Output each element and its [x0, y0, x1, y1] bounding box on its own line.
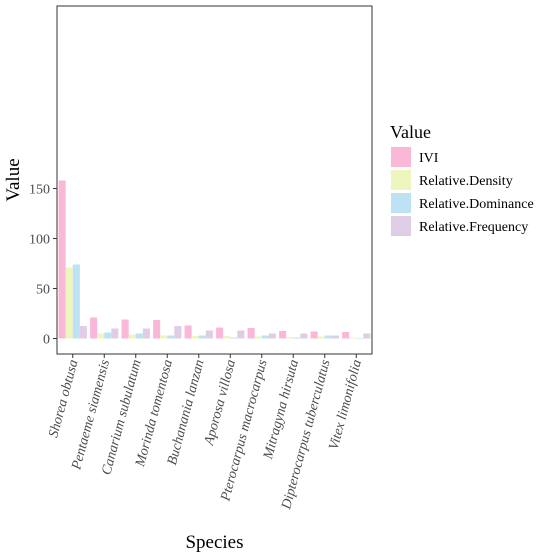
legend-title: Value [390, 122, 431, 142]
y-tick-label: 0 [43, 333, 50, 348]
bar-ivi-4 [184, 325, 192, 339]
bar-ivi-5 [216, 327, 224, 339]
bar-ivi-3 [153, 320, 161, 339]
legend-key-relative-frequency [391, 216, 411, 236]
bar-relative-density-2 [128, 334, 136, 339]
legend: Value IVI Relative.Density Relative.Domina… [390, 122, 534, 236]
bar-ivi-2 [121, 319, 129, 339]
bar-relative-dominance-0 [72, 264, 80, 339]
bar-relative-frequency-8 [331, 335, 339, 339]
plot-panel-border [56, 5, 373, 355]
bars-layer [58, 180, 371, 339]
legend-label: IVI [419, 151, 439, 166]
x-tick-label: Vitex limonifolia [327, 358, 365, 451]
bar-relative-density-7 [286, 337, 294, 339]
bar-ivi-1 [90, 317, 98, 339]
y-tick-label: 50 [36, 283, 50, 298]
bar-relative-density-8 [317, 336, 325, 339]
bar-relative-density-3 [160, 335, 168, 339]
bar-relative-frequency-2 [142, 328, 150, 339]
y-axis-title: Value [3, 158, 24, 201]
bar-relative-dominance-5 [230, 337, 238, 339]
bar-relative-frequency-1 [111, 328, 119, 339]
bar-relative-dominance-7 [293, 337, 301, 339]
bar-relative-dominance-6 [261, 335, 269, 339]
bar-relative-frequency-9 [363, 333, 371, 339]
bar-relative-frequency-5 [237, 330, 245, 339]
bar-relative-density-6 [254, 336, 262, 339]
bar-relative-dominance-2 [135, 333, 143, 339]
bar-relative-dominance-4 [198, 335, 206, 339]
y-axis: 0 50 100 150 [29, 183, 57, 348]
legend-key-relative-density [391, 170, 411, 190]
bar-ivi-9 [342, 332, 350, 339]
bar-relative-frequency-7 [300, 333, 308, 339]
bar-relative-density-0 [65, 267, 73, 339]
bar-relative-dominance-1 [104, 332, 112, 339]
x-tick-label: Aporosa villosa [202, 358, 239, 448]
legend-label: Relative.Dominance [419, 197, 534, 212]
y-tick-label: 100 [29, 233, 50, 248]
y-tick-label: 150 [29, 183, 50, 198]
bar-ivi-8 [310, 331, 318, 339]
bar-relative-frequency-4 [205, 330, 213, 339]
bar-relative-dominance-8 [324, 335, 332, 339]
bar-relative-frequency-6 [268, 333, 276, 339]
legend-key-relative-dominance [391, 193, 411, 213]
bar-relative-density-1 [97, 333, 105, 339]
bar-ivi-7 [279, 331, 287, 339]
bar-ivi-6 [247, 328, 255, 339]
bar-relative-frequency-3 [174, 326, 182, 339]
bar-relative-dominance-3 [167, 335, 175, 339]
x-tick-label: Shorea obtusa [46, 358, 81, 439]
bar-relative-frequency-0 [79, 326, 87, 339]
x-axis-title: Species [185, 532, 243, 553]
bar-relative-dominance-9 [356, 338, 364, 339]
bar-relative-density-9 [349, 337, 357, 339]
bar-ivi-0 [58, 180, 66, 339]
legend-key-ivi [391, 147, 411, 167]
legend-label: Relative.Frequency [419, 220, 528, 235]
legend-label: Relative.Density [419, 174, 513, 189]
bar-relative-density-4 [191, 336, 199, 339]
bar-relative-density-5 [223, 336, 231, 339]
